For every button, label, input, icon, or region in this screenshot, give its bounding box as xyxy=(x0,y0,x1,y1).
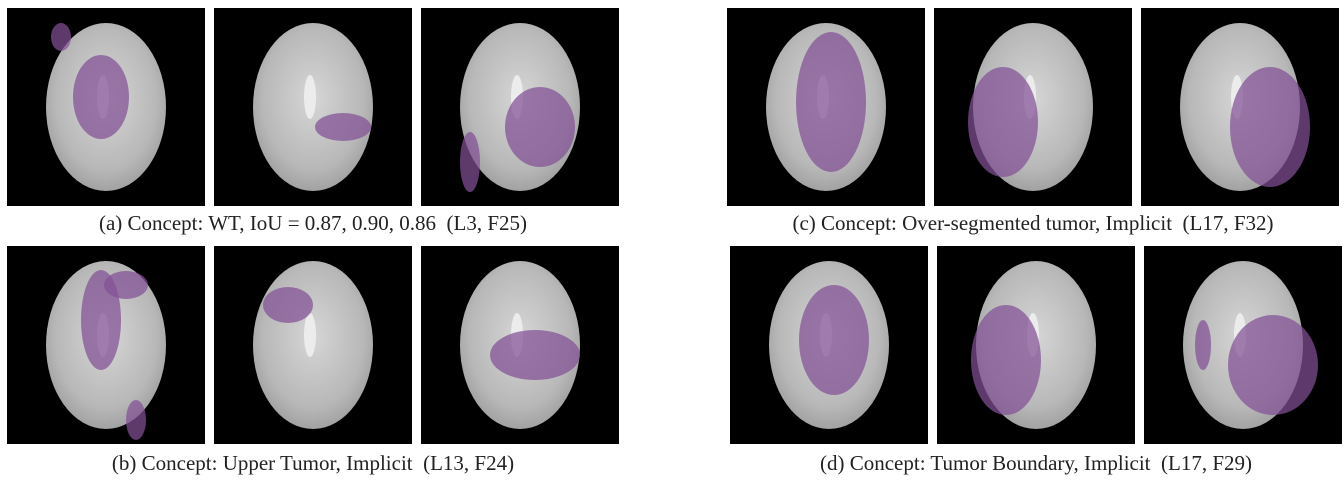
tumor-mask xyxy=(73,55,129,139)
tumor-mask xyxy=(315,113,371,141)
tumor-mask xyxy=(126,400,146,440)
ventricle xyxy=(304,313,316,357)
figure: (a) Concept: WT, IoU = 0.87, 0.90, 0.86 … xyxy=(0,0,1344,480)
ventricle xyxy=(304,75,316,119)
tumor-mask xyxy=(505,87,575,167)
tumor-mask xyxy=(104,271,148,299)
tumor-mask xyxy=(971,305,1041,415)
tumor-mask xyxy=(796,32,866,172)
caption: (a) Concept: WT, IoU = 0.87, 0.90, 0.86 … xyxy=(99,211,527,235)
tumor-mask xyxy=(263,287,313,323)
caption: (b) Concept: Upper Tumor, Implicit (L13,… xyxy=(112,451,514,475)
tumor-mask xyxy=(1230,67,1310,187)
tumor-mask xyxy=(51,23,71,51)
tumor-mask xyxy=(490,330,580,380)
caption: (d) Concept: Tumor Boundary, Implicit (L… xyxy=(820,451,1252,475)
tumor-mask xyxy=(1228,315,1318,415)
tumor-mask xyxy=(968,67,1038,177)
tumor-mask xyxy=(460,132,480,192)
tumor-mask xyxy=(1195,320,1211,370)
caption: (c) Concept: Over-segmented tumor, Impli… xyxy=(792,211,1273,235)
tumor-mask xyxy=(799,285,869,395)
